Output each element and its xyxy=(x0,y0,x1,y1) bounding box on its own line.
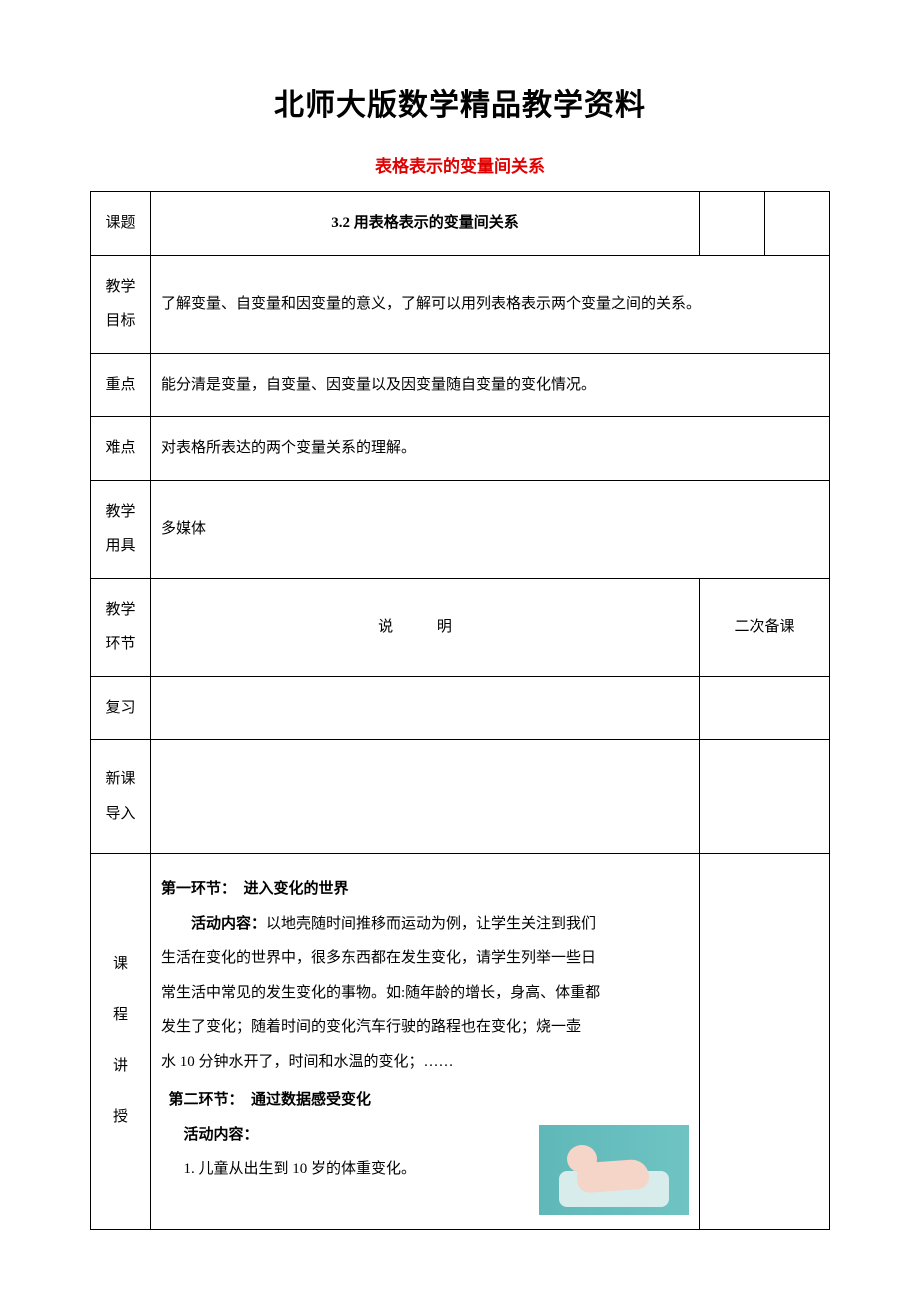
label-nandian: 难点 xyxy=(91,417,151,481)
label-keti: 课题 xyxy=(91,192,151,256)
row-phase-header: 教学 环节 说 明 二次备课 xyxy=(91,578,830,676)
row-topic: 课题 3.2 用表格表示的变量间关系 xyxy=(91,192,830,256)
label-fuxi: 复习 xyxy=(91,676,151,740)
value-yongju: 多媒体 xyxy=(151,480,830,578)
phase-1-body-line: 常生活中常见的发生变化的事物。如:随年龄的增长，身高、体重都 xyxy=(161,976,689,1011)
desc-header: 说 明 xyxy=(151,578,700,676)
sub-title: 表格表示的变量间关系 xyxy=(90,152,830,177)
value-fuxi xyxy=(151,676,700,740)
label-jiangshou: 课 程 讲 授 xyxy=(91,854,151,1230)
value-keti: 3.2 用表格表示的变量间关系 xyxy=(151,192,700,256)
phase-1-heading: 第一环节： 进入变化的世界 xyxy=(161,872,689,907)
lecture-content: 第一环节： 进入变化的世界 活动内容：以地壳随时间推移而运动为例，让学生关注到我… xyxy=(151,854,700,1230)
label-daoru: 新课 导入 xyxy=(91,740,151,854)
note-header: 二次备课 xyxy=(700,578,830,676)
row-tools: 教学 用具 多媒体 xyxy=(91,480,830,578)
blank-cell xyxy=(765,192,830,256)
value-nandian: 对表格所表达的两个变量关系的理解。 xyxy=(151,417,830,481)
value-zhongdian: 能分清是变量，自变量、因变量以及因变量随自变量的变化情况。 xyxy=(151,353,830,417)
phase-1-body: 活动内容：以地壳随时间推移而运动为例，让学生关注到我们 xyxy=(161,907,689,942)
label-mubiao: 教学 目标 xyxy=(91,255,151,353)
phase-1-body-line: 发生了变化；随着时间的变化汽车行驶的路程也在变化；烧一壶 xyxy=(161,1010,689,1045)
note-jiangshou xyxy=(700,854,830,1230)
lesson-plan-table: 课题 3.2 用表格表示的变量间关系 教学 目标 了解变量、自变量和因变量的意义… xyxy=(90,191,830,1230)
baby-weighing-image xyxy=(539,1125,689,1215)
phase-2-heading: 第二环节： 通过数据感受变化 xyxy=(161,1083,689,1118)
note-fuxi xyxy=(700,676,830,740)
row-keypoint: 重点 能分清是变量，自变量、因变量以及因变量随自变量的变化情况。 xyxy=(91,353,830,417)
row-lecture: 课 程 讲 授 第一环节： 进入变化的世界 活动内容：以地壳随时间推移而运动为例… xyxy=(91,854,830,1230)
row-difficulty: 难点 对表格所表达的两个变量关系的理解。 xyxy=(91,417,830,481)
label-zhongdian: 重点 xyxy=(91,353,151,417)
value-mubiao: 了解变量、自变量和因变量的意义，了解可以用列表格表示两个变量之间的关系。 xyxy=(151,255,830,353)
label-huanjie: 教学 环节 xyxy=(91,578,151,676)
phase-1-body-line: 生活在变化的世界中，很多东西都在发生变化，请学生列举一些日 xyxy=(161,941,689,976)
blank-cell xyxy=(700,192,765,256)
row-review: 复习 xyxy=(91,676,830,740)
label-yongju: 教学 用具 xyxy=(91,480,151,578)
main-title: 北师大版数学精品教学资料 xyxy=(90,80,830,124)
row-objective: 教学 目标 了解变量、自变量和因变量的意义，了解可以用列表格表示两个变量之间的关… xyxy=(91,255,830,353)
value-daoru xyxy=(151,740,700,854)
phase-1-body-line: 水 10 分钟水开了，时间和水温的变化；…… xyxy=(161,1045,689,1080)
row-intro: 新课 导入 xyxy=(91,740,830,854)
note-daoru xyxy=(700,740,830,854)
